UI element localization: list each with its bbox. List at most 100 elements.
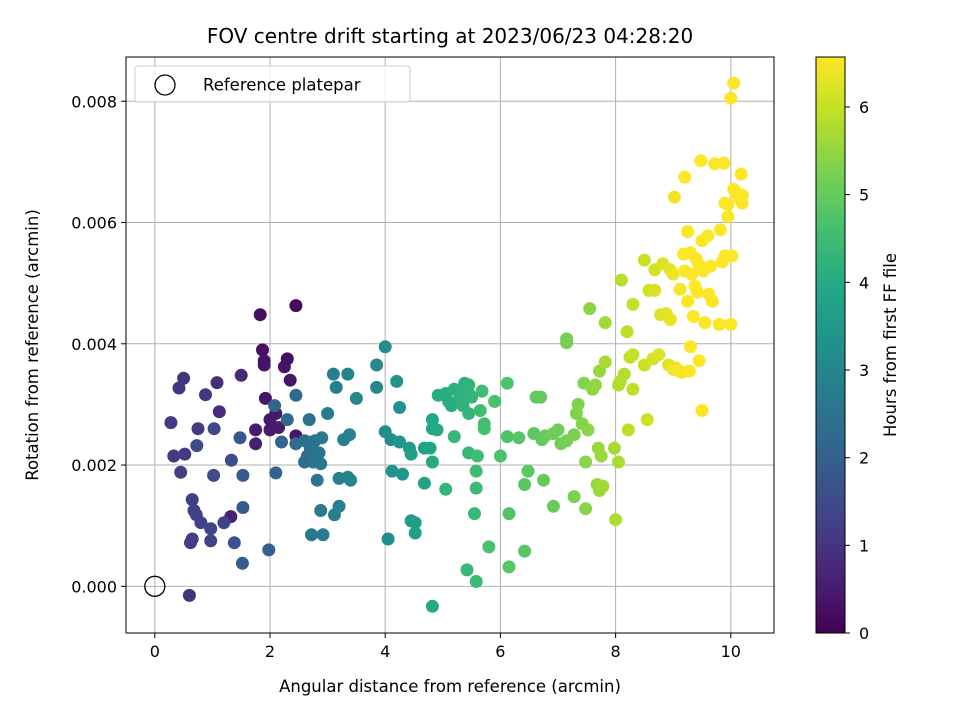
y-tick-label: 0.002	[71, 456, 117, 475]
data-point	[425, 413, 439, 427]
data-point	[256, 343, 269, 357]
colorbar: 0 1 2 3 4 5 6 Hours from first FF file	[815, 56, 900, 643]
data-point	[326, 367, 340, 381]
data-point	[567, 490, 581, 504]
data-point	[233, 431, 247, 445]
data-point	[518, 478, 532, 491]
data-point	[289, 299, 303, 313]
data-point	[174, 465, 188, 479]
data-point	[648, 283, 662, 297]
data-point	[493, 449, 507, 463]
data-point	[686, 310, 700, 323]
data-point	[598, 355, 612, 369]
data-point	[224, 453, 238, 467]
data-point	[617, 367, 631, 381]
data-point	[172, 381, 186, 395]
data-point	[257, 358, 271, 372]
data-point	[469, 464, 483, 478]
data-point	[477, 422, 491, 436]
colorbar-ticks: 0 1 2 3 4 5 6	[845, 98, 869, 643]
data-point	[666, 267, 680, 281]
data-point	[329, 380, 343, 394]
data-point	[482, 540, 496, 554]
data-point	[614, 273, 628, 287]
data-point	[462, 407, 476, 420]
data-point	[341, 367, 355, 381]
data-point	[626, 348, 640, 362]
data-point	[681, 225, 695, 239]
data-point	[727, 76, 741, 90]
data-point	[551, 423, 565, 437]
data-point	[637, 253, 651, 267]
x-tick-label: 2	[265, 642, 275, 661]
y-axis-ticks: 0.000 0.002 0.004 0.006 0.008	[71, 92, 126, 596]
data-point	[571, 397, 585, 411]
legend: Reference platepar	[134, 65, 411, 103]
data-point	[579, 502, 593, 516]
data-point	[678, 170, 692, 184]
data-point	[500, 430, 514, 444]
data-point	[207, 422, 221, 436]
data-point	[460, 563, 474, 577]
data-point	[598, 316, 612, 330]
data-point	[712, 317, 726, 331]
data-point	[652, 348, 666, 362]
data-point	[488, 394, 502, 408]
data-point	[332, 499, 346, 513]
x-tick-label: 8	[611, 642, 621, 661]
data-point	[404, 447, 418, 461]
data-point	[381, 532, 395, 546]
data-point	[692, 354, 706, 368]
data-point	[343, 428, 356, 442]
data-point	[236, 468, 250, 482]
data-point	[663, 313, 677, 326]
data-point	[667, 190, 681, 204]
data-point	[408, 526, 422, 540]
data-point	[194, 516, 208, 530]
x-tick-label: 6	[495, 642, 505, 661]
data-point	[447, 430, 461, 444]
colorbar-tick-label: 6	[859, 98, 869, 117]
data-point	[502, 560, 516, 574]
colorbar-tick-label: 5	[859, 186, 869, 205]
data-point	[275, 435, 288, 449]
data-point	[594, 449, 608, 463]
colorbar-tick-label: 3	[859, 361, 869, 380]
data-point	[269, 466, 283, 480]
data-point	[469, 481, 483, 495]
data-point	[439, 482, 453, 496]
legend-label: Reference platepar	[203, 76, 361, 95]
data-point	[349, 391, 363, 405]
data-point	[423, 441, 437, 455]
data-point	[713, 223, 727, 237]
data-point	[236, 501, 250, 514]
data-point	[534, 390, 548, 404]
data-point	[581, 423, 595, 437]
data-point	[681, 294, 695, 308]
data-point	[182, 588, 196, 602]
x-axis-label: Angular distance from reference (arcmin)	[279, 677, 621, 696]
data-point	[705, 294, 719, 308]
data-point	[283, 373, 297, 387]
data-point	[607, 441, 621, 455]
data-point	[560, 336, 574, 350]
data-point	[417, 476, 431, 490]
data-point	[315, 431, 329, 445]
data-point	[190, 439, 204, 453]
data-point	[234, 368, 248, 382]
data-point	[314, 457, 328, 471]
x-axis-ticks: 0 2 4 6 8 10	[150, 633, 741, 661]
data-point	[344, 473, 358, 487]
data-point	[272, 421, 286, 434]
data-point	[258, 391, 272, 405]
data-point	[378, 340, 392, 354]
data-point	[207, 468, 221, 482]
data-point	[518, 544, 532, 558]
data-point	[621, 423, 635, 437]
data-point	[468, 507, 481, 521]
data-point	[694, 154, 708, 168]
data-point	[191, 422, 205, 436]
data-point	[199, 388, 212, 402]
data-point	[546, 499, 560, 513]
data-point	[473, 404, 487, 417]
